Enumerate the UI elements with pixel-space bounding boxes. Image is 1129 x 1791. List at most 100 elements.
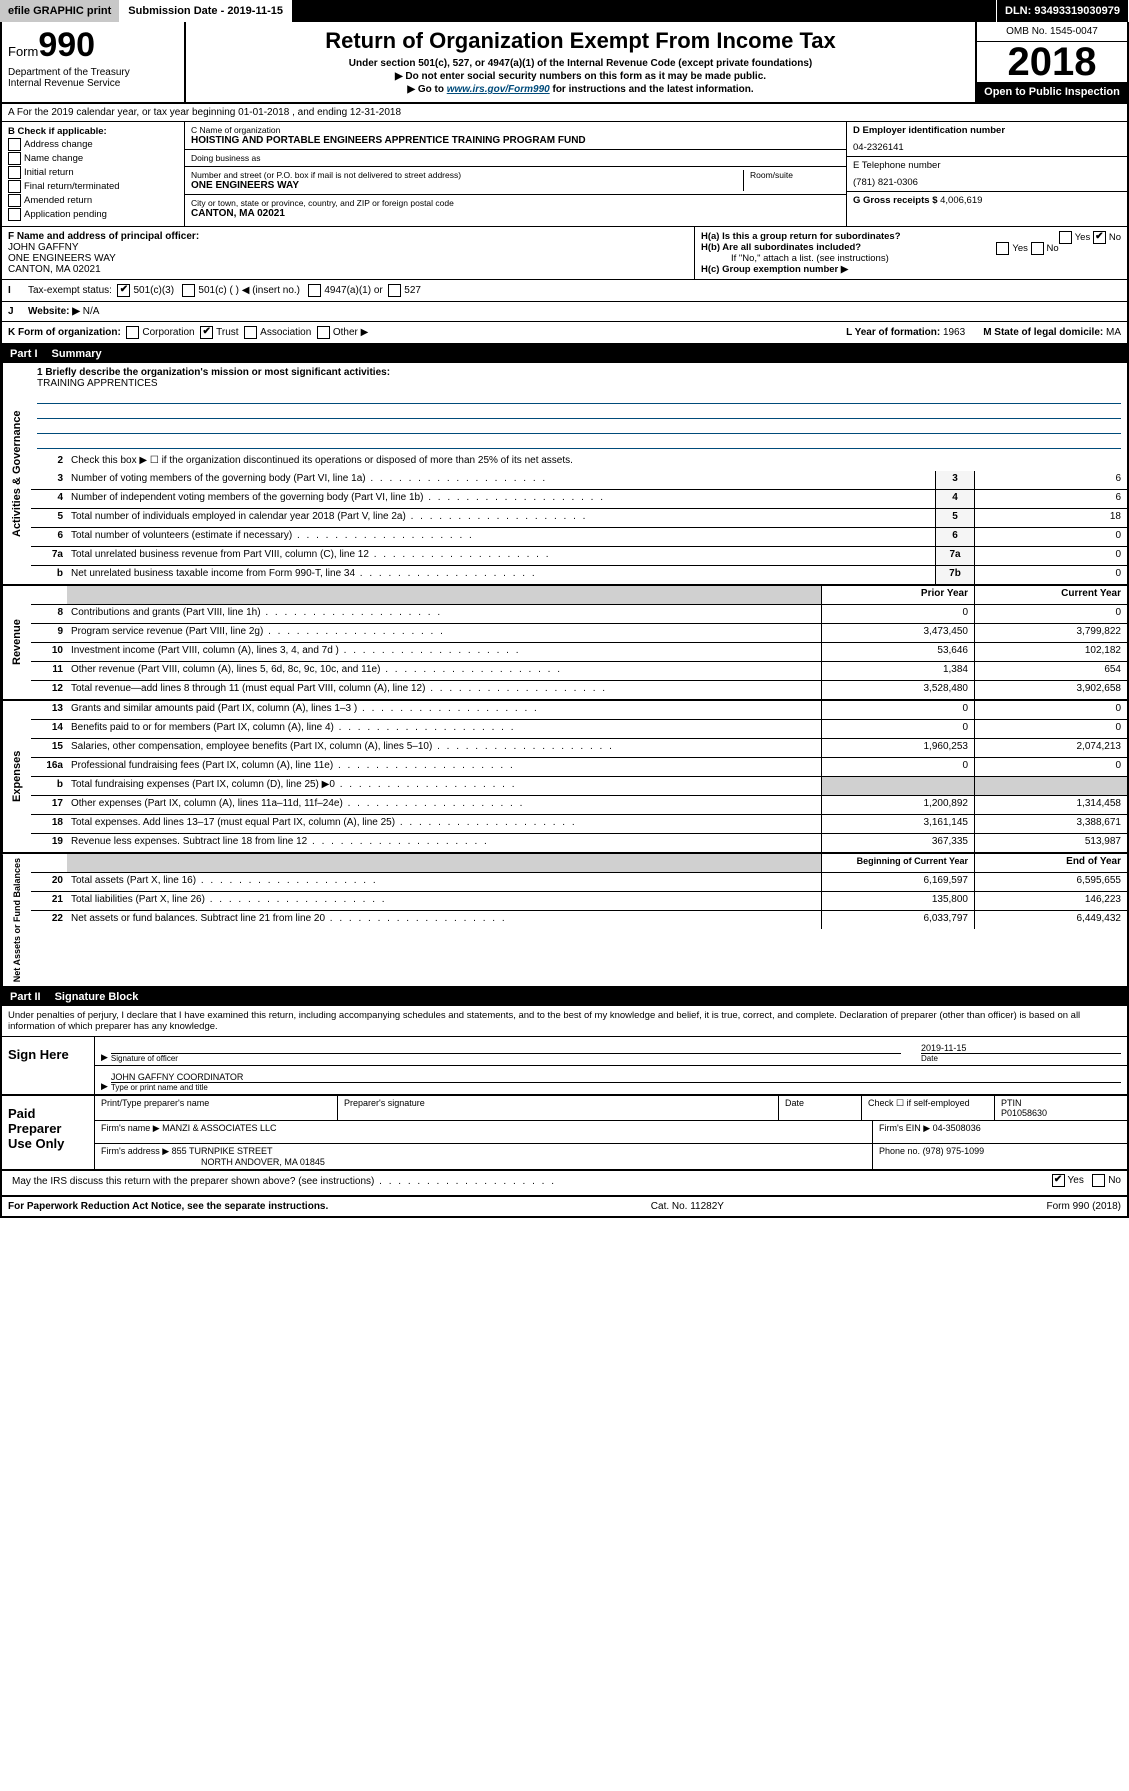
- exp-curr-b: [974, 777, 1127, 795]
- cb-address-change[interactable]: Address change: [8, 138, 178, 151]
- firm-addr-label: Firm's address ▶: [101, 1146, 169, 1156]
- omb-number: OMB No. 1545-0047: [977, 22, 1127, 42]
- gov-val-7a: 0: [974, 547, 1127, 565]
- street-label: Number and street (or P.O. box if mail i…: [191, 170, 743, 180]
- begin-year-header: Beginning of Current Year: [821, 854, 974, 872]
- gov-val-4: 6: [974, 490, 1127, 508]
- governance-label: Activities & Governance: [2, 363, 31, 584]
- rev-prior-9: 3,473,450: [821, 624, 974, 642]
- top-toolbar: efile GRAPHIC print Submission Date - 20…: [0, 0, 1129, 22]
- sig-name-label: Type or print name and title: [111, 1082, 1121, 1092]
- exp-prior-19: 367,335: [821, 834, 974, 852]
- cb-527[interactable]: [388, 284, 401, 297]
- irs: Internal Revenue Service: [8, 78, 178, 89]
- website-label: Website: ▶: [28, 306, 80, 317]
- subtitle-2: ▶ Do not enter social security numbers o…: [194, 71, 967, 82]
- officer-addr2: CANTON, MA 02021: [8, 264, 688, 275]
- cb-assoc[interactable]: [244, 326, 257, 339]
- cb-other[interactable]: [317, 326, 330, 339]
- gov-val-6: 0: [974, 528, 1127, 546]
- street: ONE ENGINEERS WAY: [191, 180, 743, 191]
- exp-prior-18: 3,161,145: [821, 815, 974, 833]
- end-year-header: End of Year: [974, 854, 1127, 872]
- cb-501c[interactable]: [182, 284, 195, 297]
- ptin-label: PTIN: [1001, 1098, 1121, 1108]
- submission-date: Submission Date - 2019-11-15: [120, 0, 292, 22]
- phone: (781) 821-0306: [853, 177, 1121, 188]
- discuss-no[interactable]: [1092, 1174, 1105, 1187]
- gross-label: G Gross receipts $: [853, 195, 937, 206]
- gov-val-7b: 0: [974, 566, 1127, 584]
- form-number: Form990: [8, 26, 178, 65]
- hc: H(c) Group exemption number ▶: [701, 264, 1121, 275]
- firm-name-label: Firm's name ▶: [101, 1123, 160, 1133]
- prep-date-header: Date: [779, 1096, 862, 1120]
- firm-ein: 04-3508036: [933, 1123, 981, 1133]
- ein-label: D Employer identification number: [853, 125, 1121, 136]
- subtitle-3: ▶ Go to www.irs.gov/Form990 for instruct…: [194, 84, 967, 95]
- exp-prior-15: 1,960,253: [821, 739, 974, 757]
- cb-final-return[interactable]: Final return/terminated: [8, 180, 178, 193]
- discuss-q: May the IRS discuss this return with the…: [8, 1174, 941, 1192]
- form-org-label: K Form of organization:: [8, 327, 121, 338]
- cb-corp[interactable]: [126, 326, 139, 339]
- net-end-21: 146,223: [974, 892, 1127, 910]
- rev-prior-11: 1,384: [821, 662, 974, 680]
- perjury-text: Under penalties of perjury, I declare th…: [2, 1006, 1127, 1037]
- form-990: Form990 Department of the Treasury Inter…: [0, 22, 1129, 1218]
- cb-501c3[interactable]: [117, 284, 130, 297]
- part-2-header: Part IISignature Block: [2, 988, 1127, 1006]
- cb-trust[interactable]: [200, 326, 213, 339]
- firm-addr1: 855 TURNPIKE STREET: [172, 1146, 273, 1156]
- dba-label: Doing business as: [191, 153, 840, 163]
- exp-curr-19: 513,987: [974, 834, 1127, 852]
- rev-prior-8: 0: [821, 605, 974, 623]
- prep-check-header: Check ☐ if self-employed: [862, 1096, 995, 1120]
- instructions-link[interactable]: www.irs.gov/Form990: [447, 84, 550, 95]
- sig-date: 2019-11-15: [921, 1043, 1121, 1053]
- discuss-yes[interactable]: [1052, 1174, 1065, 1187]
- expenses-label: Expenses: [2, 701, 31, 852]
- row-a-tax-year: A For the 2019 calendar year, or tax yea…: [2, 104, 1127, 122]
- cat-no: Cat. No. 11282Y: [651, 1201, 724, 1212]
- gov-val-5: 18: [974, 509, 1127, 527]
- firm-phone: (978) 975-1099: [923, 1146, 985, 1156]
- exp-curr-14: 0: [974, 720, 1127, 738]
- gross-receipts: 4,006,619: [940, 195, 982, 206]
- room-label: Room/suite: [750, 170, 840, 180]
- cb-amended[interactable]: Amended return: [8, 194, 178, 207]
- exp-prior-b: [821, 777, 974, 795]
- gov-val-3: 6: [974, 471, 1127, 489]
- officer-addr1: ONE ENGINEERS WAY: [8, 253, 688, 264]
- phone-label: E Telephone number: [853, 160, 1121, 171]
- state-domicile: MA: [1106, 327, 1121, 338]
- current-year-header: Current Year: [974, 586, 1127, 604]
- org-name: HOISTING AND PORTABLE ENGINEERS APPRENTI…: [191, 135, 840, 146]
- exp-curr-18: 3,388,671: [974, 815, 1127, 833]
- sig-name: JOHN GAFFNY COORDINATOR: [111, 1072, 1121, 1082]
- firm-name: MANZI & ASSOCIATES LLC: [162, 1123, 276, 1133]
- cb-4947[interactable]: [308, 284, 321, 297]
- cb-application-pending[interactable]: Application pending: [8, 208, 178, 221]
- officer-label: F Name and address of principal officer:: [8, 231, 688, 242]
- firm-addr2: NORTH ANDOVER, MA 01845: [101, 1157, 866, 1167]
- prep-name-header: Print/Type preparer's name: [95, 1096, 338, 1120]
- open-to-public: Open to Public Inspection: [977, 82, 1127, 102]
- exp-prior-14: 0: [821, 720, 974, 738]
- net-begin-20: 6,169,597: [821, 873, 974, 891]
- tax-exempt-label: Tax-exempt status:: [28, 285, 112, 296]
- city-label: City or town, state or province, country…: [191, 198, 840, 208]
- q1: 1 Briefly describe the organization's mi…: [37, 367, 1121, 378]
- exp-prior-13: 0: [821, 701, 974, 719]
- efile-btn[interactable]: efile GRAPHIC print: [0, 0, 120, 22]
- netassets-label: Net Assets or Fund Balances: [2, 854, 31, 986]
- officer-name: JOHN GAFFNY: [8, 242, 688, 253]
- form-title: Return of Organization Exempt From Incom…: [194, 28, 967, 54]
- cb-initial-return[interactable]: Initial return: [8, 166, 178, 179]
- rev-curr-11: 654: [974, 662, 1127, 680]
- ein: 04-2326141: [853, 142, 1121, 153]
- cb-name-change[interactable]: Name change: [8, 152, 178, 165]
- rev-prior-10: 53,646: [821, 643, 974, 661]
- sig-officer-label: Signature of officer: [111, 1053, 901, 1063]
- prep-sig-header: Preparer's signature: [338, 1096, 779, 1120]
